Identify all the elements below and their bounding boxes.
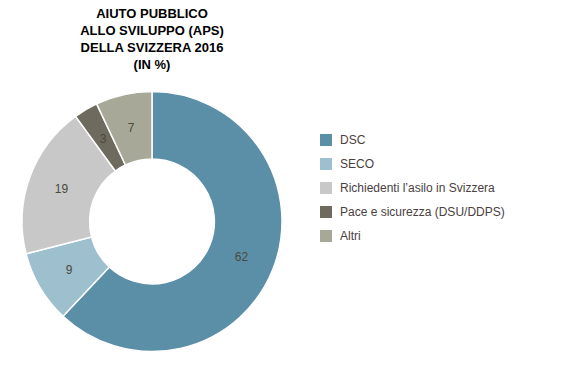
chart-container: AIUTO PUBBLICO ALLO SVILUPPO (APS) DELLA S… bbox=[0, 0, 588, 368]
data-label: 19 bbox=[55, 182, 69, 196]
data-label: 3 bbox=[100, 132, 107, 146]
legend-label: SECO bbox=[340, 157, 374, 171]
legend-label: Altri bbox=[340, 229, 361, 243]
data-label: 7 bbox=[128, 121, 135, 135]
chart: AIUTO PUBBLICO ALLO SVILUPPO (APS) DELLA S… bbox=[0, 0, 588, 368]
legend-swatch bbox=[320, 134, 332, 146]
legend-label: DSC bbox=[340, 133, 366, 147]
slice bbox=[22, 116, 115, 254]
legend-swatch bbox=[320, 158, 332, 170]
title-line: DELLA SVIZZERA 2016 bbox=[81, 40, 224, 55]
data-label: 62 bbox=[235, 250, 249, 264]
background bbox=[0, 0, 588, 368]
slice bbox=[97, 92, 152, 166]
legend-swatch bbox=[320, 182, 332, 194]
data-labels: 62 9 19 3 7 bbox=[55, 121, 249, 278]
legend-label: Richiedenti l’asilo in Svizzera bbox=[340, 181, 495, 195]
legend-label: Pace e sicurezza (DSU/DDPS) bbox=[340, 205, 505, 219]
legend-swatch bbox=[320, 206, 332, 218]
title-line: AIUTO PUBBLICO bbox=[96, 6, 208, 21]
slice bbox=[63, 92, 282, 352]
legend: DSC SECO Richiedenti l’asilo in Svizzera Pa… bbox=[320, 133, 505, 243]
title: AIUTO PUBBLICO ALLO SVILUPPO (APS) DELLA S… bbox=[80, 6, 224, 72]
slices bbox=[22, 92, 282, 352]
title-line: ALLO SVILUPPO (APS) bbox=[80, 23, 224, 38]
title-line: (IN %) bbox=[134, 57, 171, 72]
legend-swatch bbox=[320, 230, 332, 242]
data-label: 9 bbox=[66, 263, 73, 277]
